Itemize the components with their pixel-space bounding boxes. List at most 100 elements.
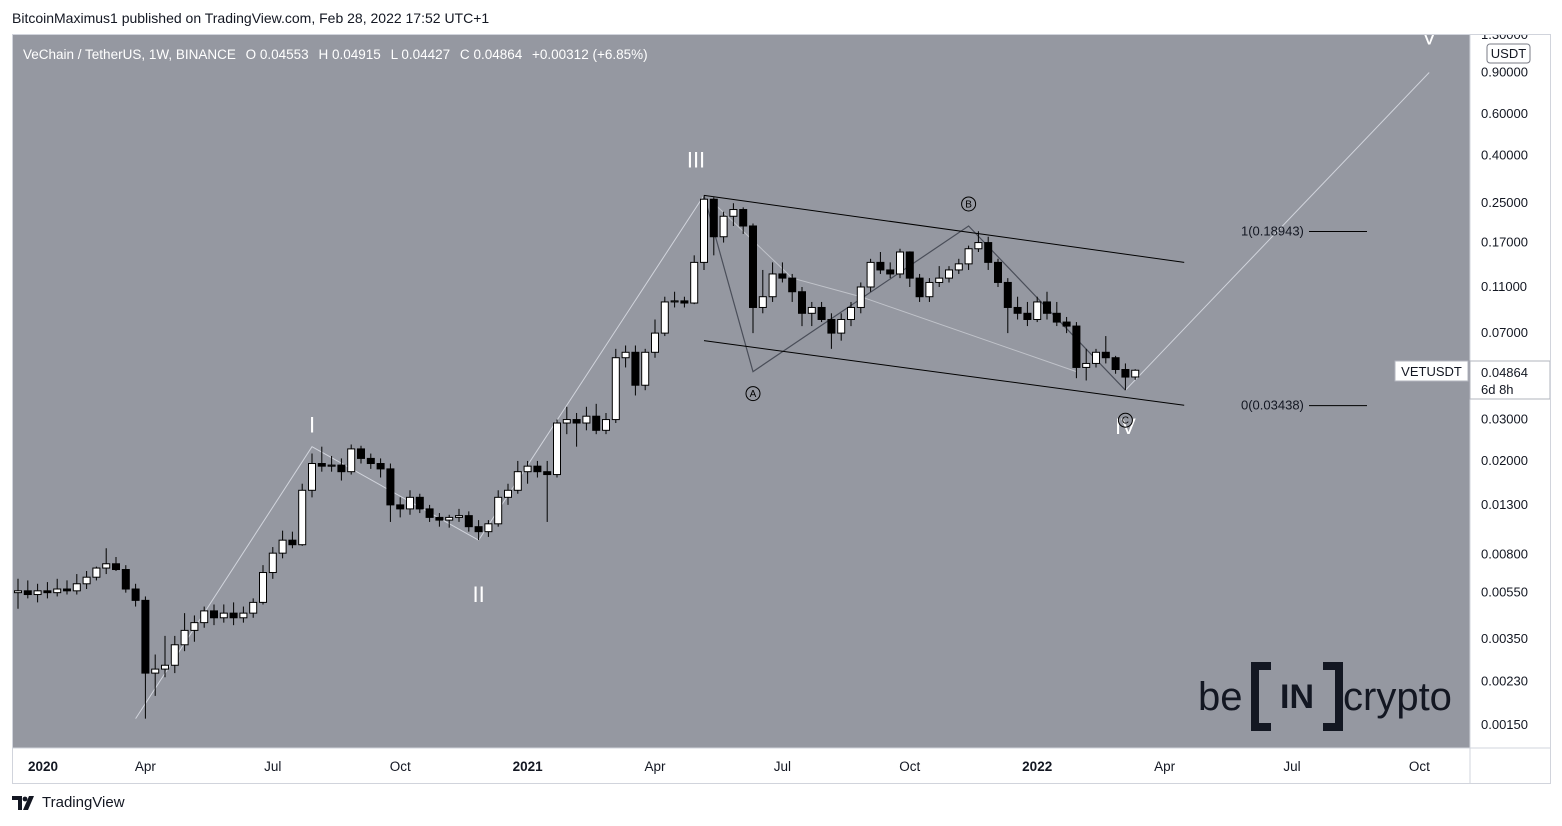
time-tick: Apr [644, 759, 666, 774]
candle-bear [1043, 301, 1051, 314]
price-tick: 0.90000 [1481, 65, 1528, 80]
candle-bull [445, 516, 454, 521]
candle-bear [817, 306, 826, 320]
candle-bear [1101, 351, 1110, 359]
candle-bull [298, 489, 307, 546]
legend-o-label: O [246, 47, 257, 62]
candle-bull [347, 448, 356, 473]
candle-bear [121, 569, 130, 590]
candle-bear [543, 471, 552, 476]
candle-bull [700, 198, 708, 263]
candle-bull [190, 622, 199, 631]
candle-bull [53, 588, 62, 594]
price-tick: 0.00800 [1481, 546, 1528, 561]
legend-l-value: 0.04427 [401, 47, 450, 62]
candle-bear [23, 590, 32, 596]
candle-bull [102, 563, 111, 569]
time-tick: Apr [1154, 759, 1176, 774]
watermark-crypto: crypto [1343, 675, 1452, 719]
candle-bull [856, 286, 865, 308]
candle-bear [680, 300, 689, 304]
time-axis-ticks: 2020 Apr Jul Oct 2021 Apr Jul Oct 2022 Apr Jul Oct [28, 759, 1430, 774]
candle-bear [1111, 357, 1120, 371]
last-price-label [1469, 360, 1550, 400]
wave-label-III: III [687, 147, 705, 172]
projection-wave-line [1125, 72, 1430, 391]
symbol-tag[interactable] [1394, 360, 1469, 382]
time-tick: 2021 [513, 759, 544, 774]
price-tick: 0.01300 [1481, 497, 1528, 512]
candle-bear [386, 468, 395, 506]
candle-bear [366, 457, 375, 465]
currency-badge[interactable] [1486, 43, 1531, 64]
tradingview-footer[interactable]: TradingView [12, 794, 125, 811]
candle-bull [925, 281, 934, 298]
candle-bull [1033, 301, 1042, 320]
candle-bear [425, 508, 434, 518]
price-tick: 0.00150 [1481, 717, 1528, 732]
candle-bear [1072, 325, 1081, 368]
candle-bull [523, 465, 532, 473]
candle-bear [357, 448, 365, 459]
candle-bear [141, 599, 150, 674]
wave-circle-A-icon [745, 386, 761, 402]
fib-lines: 1(0.18943) 0(0.03438) [1241, 224, 1367, 413]
publisher-line: BitcoinMaximus1 published on TradingView… [12, 10, 490, 26]
candle-bear [739, 209, 748, 227]
fib-level-label: 1(0.18943) [1241, 224, 1304, 239]
time-axis[interactable] [13, 748, 1470, 783]
candle-bear [1121, 369, 1130, 378]
candle-bull [219, 612, 228, 619]
candle-bull [719, 215, 728, 238]
candle-bull [660, 301, 669, 334]
price-tick: 0.40000 [1481, 147, 1528, 162]
candle-bull [729, 209, 738, 217]
fib-level-label: 0(0.03438) [1241, 398, 1304, 413]
candle-bull [180, 629, 189, 646]
legend-o-value: 0.04553 [260, 47, 309, 62]
candle-bull [200, 610, 209, 624]
wave-circle-B-icon [961, 196, 977, 212]
candle-bear [905, 251, 914, 279]
time-tick: Jul [1283, 759, 1300, 774]
candle-bull [768, 273, 777, 298]
price-tick: 0.17000 [1481, 235, 1528, 250]
wave-label-B: B [965, 199, 972, 210]
candle-bull [14, 590, 22, 594]
candle-bear [984, 242, 993, 263]
candle-bull [974, 242, 983, 250]
time-tick: Jul [264, 759, 281, 774]
time-tick: Apr [135, 759, 157, 774]
time-tick: Jul [774, 759, 791, 774]
candle-bear [631, 351, 640, 386]
price-tick: 0.02000 [1481, 453, 1528, 468]
legend-c-value: 0.04864 [473, 47, 522, 62]
candle-bear [1052, 312, 1061, 323]
candle-bull [553, 422, 561, 476]
time-tick: Oct [390, 759, 411, 774]
wave-label-C: C [1122, 416, 1129, 427]
channel-lines [703, 194, 1185, 406]
candle-bull [92, 567, 101, 578]
time-tick: Oct [899, 759, 920, 774]
price-tick: 0.60000 [1481, 106, 1528, 121]
legend-h-value: 0.04915 [332, 47, 381, 62]
candle-bull [847, 306, 855, 320]
candle-bear [317, 463, 326, 467]
candle-bull [82, 576, 91, 585]
candle-bear [288, 539, 297, 546]
wave-label-II: II [472, 582, 484, 607]
candle-bull [935, 277, 944, 283]
candle-bull [278, 539, 287, 554]
candle-bear [1023, 312, 1032, 320]
candle-bull [866, 261, 875, 288]
candle-bear [778, 273, 787, 279]
candle-bull [670, 300, 679, 303]
candle-bear [886, 269, 895, 275]
candle-bear [827, 318, 836, 334]
channel-lower-line [703, 340, 1185, 406]
price-axis[interactable] [1470, 35, 1550, 783]
candle-bear [131, 588, 140, 601]
